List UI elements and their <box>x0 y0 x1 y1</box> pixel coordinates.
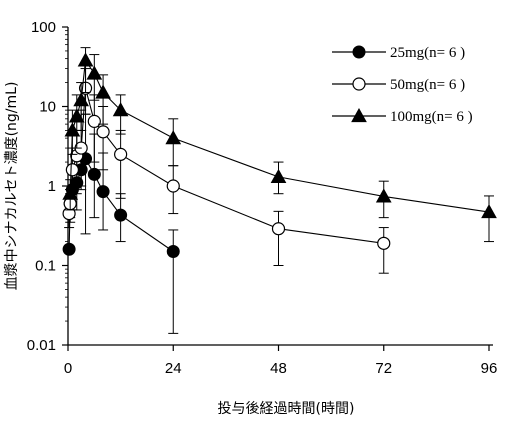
data-point <box>77 52 94 67</box>
data-point <box>87 114 101 128</box>
data-point <box>377 236 391 250</box>
y-tick-label: 0.1 <box>35 258 56 275</box>
y-tick-label: 10 <box>39 99 56 116</box>
x-tick-label: 72 <box>375 360 392 377</box>
data-point <box>68 108 85 123</box>
legend-marker <box>351 107 367 123</box>
x-tick-label: 0 <box>64 360 72 377</box>
data-point <box>95 84 111 99</box>
data-point <box>166 179 180 193</box>
data-point <box>86 65 103 80</box>
data-point <box>114 208 128 222</box>
series-100mg <box>62 47 497 243</box>
data-point <box>481 204 497 219</box>
y-tick-label: 100 <box>31 19 56 36</box>
legend-marker <box>352 45 366 59</box>
data-point <box>271 222 286 236</box>
legend-item: 25mg(n= 6 ) <box>332 45 465 61</box>
x-tick-label: 96 <box>481 360 498 377</box>
data-point <box>114 147 128 161</box>
data-point <box>73 92 90 107</box>
y-axis-title: 血漿中シナカルセト濃度(ng/mL) <box>4 82 20 291</box>
legend-label: 25mg(n= 6 ) <box>390 45 465 61</box>
y-tick-label: 1 <box>48 178 56 195</box>
legend-label: 50mg(n= 6 ) <box>390 77 465 93</box>
data-point <box>165 130 182 145</box>
data-point <box>65 163 79 177</box>
x-axis-title: 投与後経過時間(時間) <box>218 401 355 417</box>
data-point <box>64 122 81 137</box>
x-tick-label: 48 <box>270 360 287 377</box>
data-point <box>96 125 110 139</box>
data-point <box>270 168 287 184</box>
legend-label: 100mg(n= 6 ) <box>390 109 473 125</box>
data-point <box>62 242 76 256</box>
series-group <box>62 47 497 334</box>
data-point <box>375 188 392 203</box>
series-50mg <box>62 68 391 274</box>
x-tick-label: 24 <box>165 360 182 377</box>
data-point <box>87 167 101 181</box>
legend-marker <box>352 77 366 91</box>
data-point <box>62 185 79 200</box>
data-point <box>112 102 129 117</box>
legend-item: 100mg(n= 6 ) <box>332 107 473 125</box>
legend-item: 50mg(n= 6 ) <box>332 77 465 93</box>
data-point <box>166 245 180 259</box>
y-tick-label: 0.01 <box>27 337 56 354</box>
data-point <box>96 185 110 199</box>
legend: 25mg(n= 6 ) 50mg(n= 6 ) 100mg(n= 6 ) <box>332 45 473 125</box>
